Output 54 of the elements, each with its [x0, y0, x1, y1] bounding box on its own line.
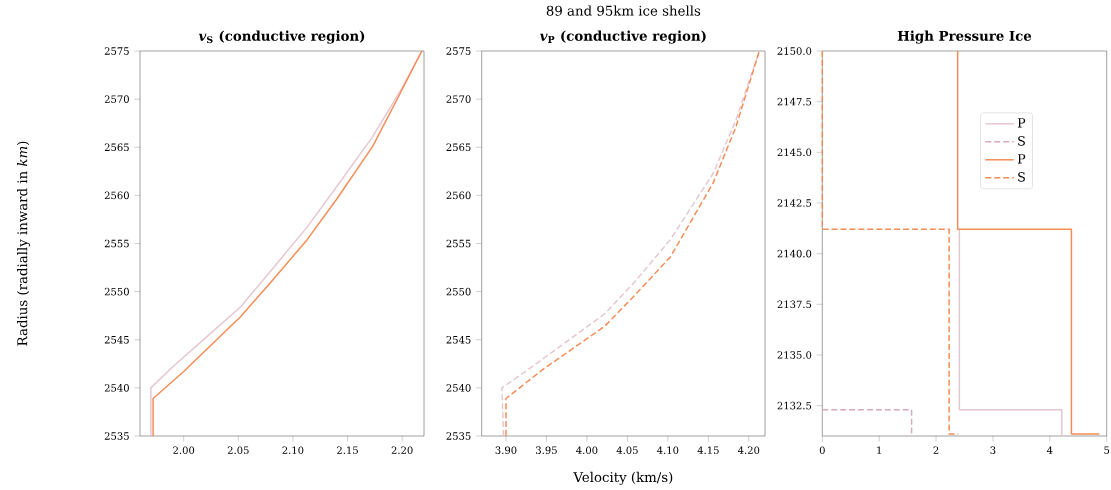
legend-label: P [1017, 118, 1026, 128]
y-tick-label: 2570 [104, 95, 129, 103]
y-tick-label: 2540 [104, 384, 129, 392]
x-tick-label: 2.00 [173, 446, 195, 454]
y-tick-label: 2545 [446, 335, 471, 344]
x-tick-label: 1 [877, 446, 881, 454]
y-tick-label: 2535 [104, 432, 129, 440]
y-tick-label: 2575 [446, 47, 471, 55]
y-tick-label: 2550 [446, 287, 471, 296]
chart-title: v$_{S}$ (conductive region) [198, 30, 365, 44]
x-tick-label: 2.10 [282, 446, 304, 454]
x-tick-label: 4.00 [576, 446, 598, 454]
y-axis-title: Radius (radially inward in km) [17, 141, 31, 346]
legend-label: P [1017, 154, 1026, 164]
y-tick-label: 2135.0 [777, 351, 812, 359]
y-tick-label: 2147.5 [777, 97, 812, 106]
chart-title: v$_{P}$ (conductive region) [540, 30, 706, 44]
y-tick-label: 2140.0 [777, 249, 812, 258]
y-tick-label: 2150.0 [777, 47, 812, 55]
y-tick-label: 2565 [446, 143, 471, 152]
x-tick-label: 4.10 [657, 446, 679, 454]
x-tick-label: 5 [1104, 446, 1110, 454]
y-tick-label: 2535 [446, 432, 471, 440]
y-tick-label: 2565 [104, 143, 129, 152]
x-tick-label: 2.20 [391, 446, 413, 454]
y-tick-label: 2545 [104, 335, 129, 344]
x-tick-label: 3.95 [536, 446, 557, 454]
x-tick-label: 2 [933, 446, 939, 454]
y-tick-label: 2145.0 [777, 148, 812, 157]
y-tick-label: 2555 [446, 239, 471, 248]
x-axis-title: Velocity (km/s) [573, 471, 673, 485]
y-tick-label: 2550 [104, 287, 129, 296]
x-tick-label: 3.90 [495, 446, 517, 454]
x-tick-label: 2.05 [227, 446, 249, 454]
legend-label: S [1018, 172, 1025, 182]
y-tick-label: 2560 [446, 191, 471, 200]
legend-label: S [1018, 136, 1025, 146]
text: 89 and 95km ice shells [546, 5, 701, 16]
y-tick-label: 2142.5 [777, 199, 812, 207]
x-tick-label: 4.05 [616, 446, 638, 454]
x-tick-label: 0 [819, 446, 825, 454]
x-tick-label: 4.15 [697, 446, 719, 454]
y-tick-label: 2575 [104, 47, 129, 55]
y-tick-label: 2540 [446, 384, 471, 392]
x-tick-label: 4.20 [737, 446, 760, 454]
y-tick-label: 2555 [104, 239, 129, 248]
y-tick-label: 2560 [104, 191, 129, 200]
x-tick-label: 2.15 [337, 446, 358, 454]
x-tick-label: 4 [1046, 446, 1053, 454]
x-tick-label: 3 [990, 446, 996, 454]
y-tick-label: 2570 [446, 95, 471, 103]
y-tick-label: 2132.5 [777, 401, 812, 410]
y-tick-label: 2137.5 [777, 300, 812, 309]
chart-title: High Pressure Ice [897, 30, 1032, 44]
